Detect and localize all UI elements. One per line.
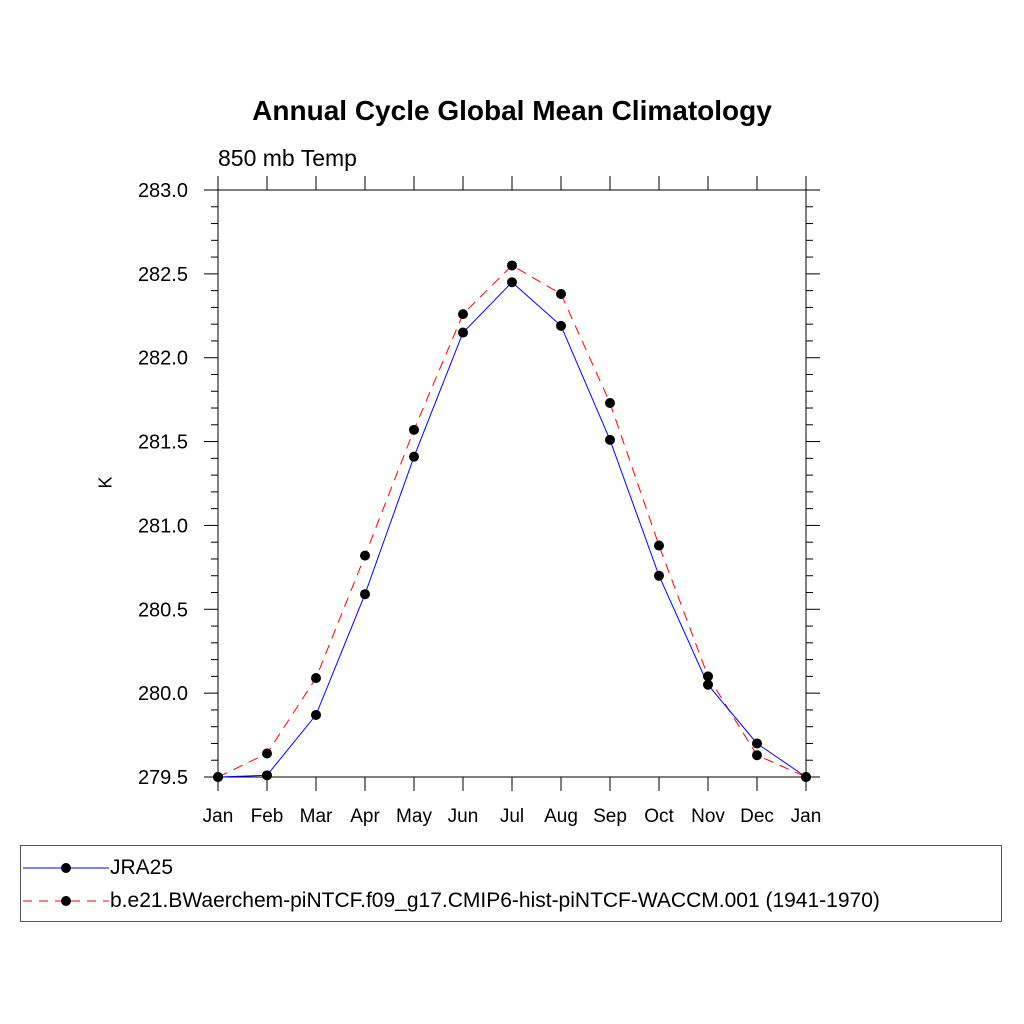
x-tick-label: Jan xyxy=(791,806,822,827)
x-tick-label: Apr xyxy=(350,806,380,827)
x-tick-label: Mar xyxy=(300,806,333,827)
y-tick-label: 279.5 xyxy=(138,767,188,789)
data-point-jra25 xyxy=(507,277,517,288)
legend-label-jra25: JRA25 xyxy=(110,856,174,879)
y-tick-label: 280.5 xyxy=(138,599,188,621)
data-point-model xyxy=(556,288,566,299)
legend-item-jra25: JRA25 xyxy=(21,854,1001,884)
data-point-model xyxy=(458,309,468,320)
y-tick-label: 282.5 xyxy=(138,264,188,286)
data-point-jra25 xyxy=(605,434,615,445)
data-point-jra25 xyxy=(458,327,468,338)
y-tick-label: 281.5 xyxy=(138,432,188,454)
data-point-jra25 xyxy=(752,738,762,749)
chart-subtitle: 850 mb Temp xyxy=(218,145,357,171)
legend-label-model: b.e21.BWaerchem-piNTCF.f09_g17.CMIP6-his… xyxy=(110,889,880,912)
x-tick-label: Oct xyxy=(644,806,674,827)
data-point-model xyxy=(654,540,664,551)
x-tick-label: Dec xyxy=(740,806,774,827)
legend: JRA25 b.e21.BWaerchem-piNTCF.f09_g17.CMI… xyxy=(20,845,1002,922)
x-tick-label: Nov xyxy=(691,806,725,827)
data-point-jra25 xyxy=(360,589,370,600)
x-tick-label: Feb xyxy=(251,806,284,827)
legend-marker-model xyxy=(23,896,109,906)
y-tick-label: 281.0 xyxy=(138,515,188,537)
x-tick-label: Aug xyxy=(544,806,578,827)
data-point-jra25 xyxy=(262,770,272,781)
data-point-jra25 xyxy=(409,451,419,462)
series-line-model xyxy=(217,264,807,778)
y-tick-label: 282.0 xyxy=(138,348,188,370)
x-tick-label: May xyxy=(396,806,432,827)
line-chart: 279.5 280.0 280.5 281.0 281.5 282.0 282.5 283.0… xyxy=(138,176,822,827)
data-point-jra25 xyxy=(311,709,321,720)
x-tick-label: Jan xyxy=(203,806,234,827)
data-point-model xyxy=(360,550,370,561)
data-point-model xyxy=(752,750,762,761)
data-point-model xyxy=(213,772,223,782)
y-tick-label: 280.0 xyxy=(138,683,188,705)
data-point-model xyxy=(311,673,321,684)
data-point-model xyxy=(507,260,517,271)
data-point-model xyxy=(409,424,419,435)
legend-item-model: b.e21.BWaerchem-piNTCF.f09_g17.CMIP6-his… xyxy=(21,887,1001,917)
chart-title: Annual Cycle Global Mean Climatology xyxy=(252,95,772,126)
data-point-jra25 xyxy=(654,570,664,581)
x-tick-label: Jun xyxy=(448,806,479,827)
data-point-jra25 xyxy=(556,320,566,331)
y-tick-label: 283.0 xyxy=(138,180,188,202)
data-point-model xyxy=(801,772,811,782)
legend-marker-jra25 xyxy=(23,863,109,873)
data-point-model xyxy=(605,397,615,408)
x-tick-label: Sep xyxy=(593,806,627,827)
data-point-jra25 xyxy=(703,679,713,690)
x-tick-label: Jul xyxy=(500,806,524,827)
data-point-model xyxy=(703,671,713,682)
data-point-model xyxy=(262,748,272,759)
series-line-jra25 xyxy=(217,281,807,778)
